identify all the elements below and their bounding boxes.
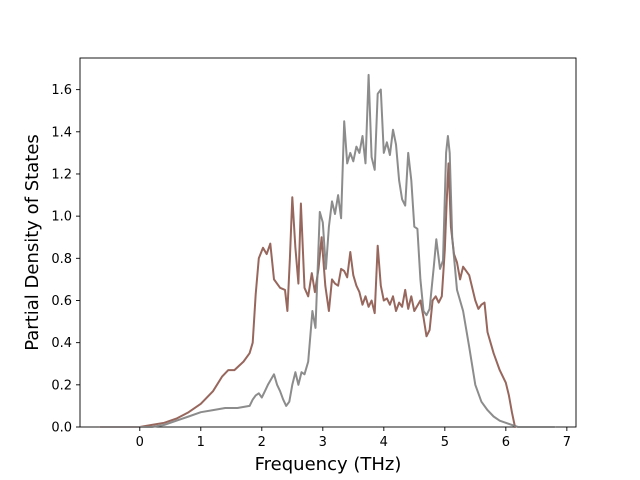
x-tick-label: 2 [258,435,266,450]
y-tick-label: 1.2 [51,167,72,182]
y-tick-label: 0.0 [51,421,72,436]
y-tick-label: 1.6 [51,83,72,98]
pdos-series-line-2 [99,73,556,428]
y-tick-label: 1.4 [51,125,72,140]
x-axis-title: Frequency (THz) [255,454,402,475]
y-tick-label: 0.8 [51,252,72,267]
x-tick-label: 7 [563,435,571,450]
x-tick-label: 4 [380,435,388,450]
y-tick-label: 0.4 [51,336,72,351]
y-tick-label: 1.0 [51,210,72,225]
x-tick-label: 6 [502,435,510,450]
x-tick-label: 1 [197,435,205,450]
x-tick-label: 3 [319,435,327,450]
y-tick-label: 0.2 [51,378,72,393]
x-axis-ticks: 0 1 2 3 4 5 6 7 [136,427,571,450]
series-layer [99,73,556,428]
x-tick-label: 0 [136,435,144,450]
x-tick-label: 5 [441,435,449,450]
y-tick-label: 0.6 [51,294,72,309]
y-axis-title: Partial Density of States [22,134,43,351]
y-axis-ticks: 0.0 0.2 0.4 0.6 0.8 1.0 1.2 1.4 1.6 [51,83,80,436]
